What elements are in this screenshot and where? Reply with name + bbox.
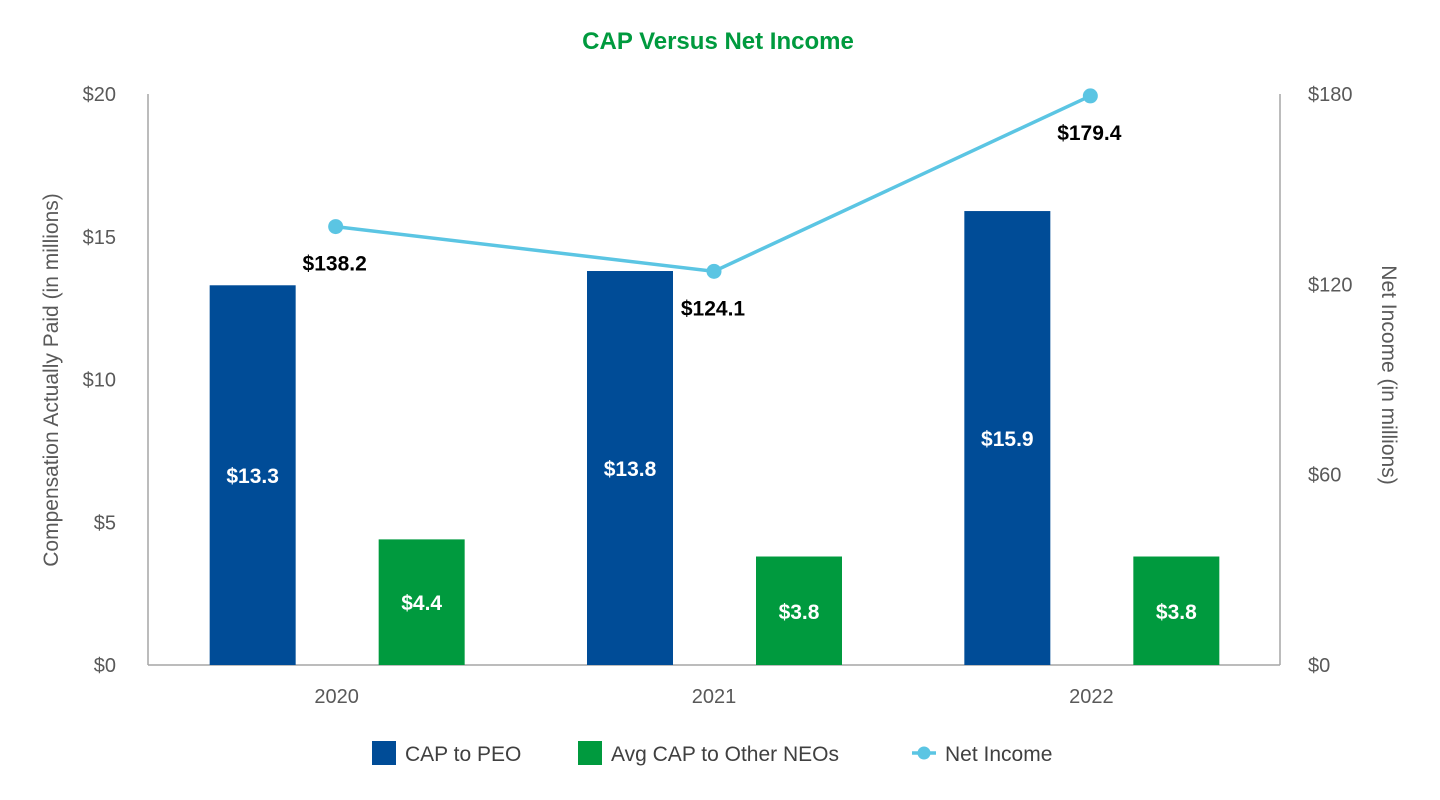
legend-swatch-marker: [917, 746, 931, 760]
y-tick-label: $0: [94, 655, 116, 677]
x-tick-label: 2021: [692, 686, 737, 708]
y2-tick-label: $60: [1308, 465, 1341, 487]
y-tick-label: $10: [83, 370, 116, 392]
legend-item-net-income: Net Income: [912, 743, 1052, 766]
legend-label: CAP to PEO: [405, 743, 521, 766]
y2-tick-label: $120: [1308, 274, 1353, 296]
chart-title: CAP Versus Net Income: [582, 28, 854, 55]
bar-data-label: $13.3: [226, 465, 279, 488]
bar-data-label: $3.8: [779, 601, 820, 624]
y-axis-title: Compensation Actually Paid (in millions): [40, 193, 63, 567]
x-tick-label: 2020: [314, 686, 359, 708]
net-income-point-2020: [328, 219, 344, 235]
net-income-point-2022: [1082, 88, 1098, 104]
line-data-label: $138.2: [303, 253, 367, 276]
y2-tick-label: $180: [1308, 84, 1353, 106]
legend-label: Net Income: [945, 743, 1052, 766]
bar-data-label: $13.8: [604, 458, 657, 481]
y-tick-label: $20: [83, 84, 116, 106]
x-tick-label: 2022: [1069, 686, 1114, 708]
bar-cap-to-peo-2022: [964, 211, 1051, 665]
bar-cap-to-peo-2020: [209, 285, 296, 665]
bar-cap-to-peo-2021: [587, 271, 673, 665]
legend-swatch: [578, 741, 602, 765]
y2-tick-label: $0: [1308, 655, 1330, 677]
y2-axis-title: Net Income (in millions): [1377, 265, 1400, 484]
bar-avg-cap-to-other-neos-2020: [378, 539, 465, 665]
bar-data-label: $4.4: [401, 592, 442, 615]
bar-data-label: $15.9: [981, 428, 1034, 451]
legend-item-avg-cap-to-other-neos: Avg CAP to Other NEOs: [578, 741, 839, 766]
plot-area: $0 $5 $10 $15 $20 $0 $60 $120 $180 2020 2021 2022 Co…: [40, 84, 1400, 708]
net-income-point-2021: [706, 263, 722, 279]
bar-data-label: $3.8: [1156, 601, 1197, 624]
legend: CAP to PEO Avg CAP to Other NEOs Net Incom…: [372, 741, 1052, 766]
bar-avg-cap-to-other-neos-2022: [1133, 556, 1220, 665]
legend-label: Avg CAP to Other NEOs: [611, 743, 839, 766]
line-data-label: $179.4: [1057, 122, 1122, 145]
bar-avg-cap-to-other-neos-2021: [756, 556, 842, 665]
y-tick-label: $15: [83, 227, 116, 249]
y-tick-label: $5: [94, 512, 116, 534]
line-data-label: $124.1: [681, 297, 746, 320]
legend-item-cap-to-peo: CAP to PEO: [372, 741, 521, 766]
legend-swatch: [372, 741, 396, 765]
